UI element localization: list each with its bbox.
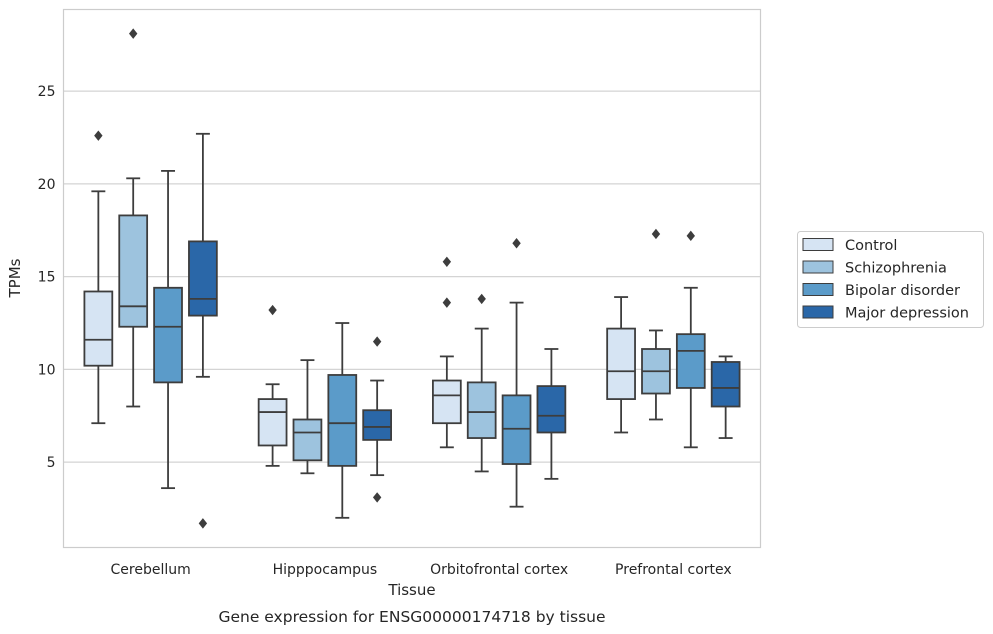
- box-major-depression: [710, 355, 741, 439]
- box-iqr: [675, 333, 706, 389]
- box-iqr: [188, 240, 218, 317]
- box-major-depression: [362, 336, 392, 503]
- box-bipolar-disorder: [153, 169, 183, 490]
- y-axis-label: TPMs: [6, 258, 24, 298]
- outlier-point: [686, 230, 695, 242]
- outlier-point: [198, 518, 208, 529]
- outlier-point: [442, 297, 452, 308]
- legend-label: Control: [845, 238, 897, 254]
- legend-swatch: [802, 305, 834, 319]
- x-axis-label: Tissue: [387, 581, 435, 599]
- legend-label: Bipolar disorder: [845, 283, 960, 299]
- outlier-point: [372, 492, 382, 503]
- box-control: [606, 296, 636, 434]
- box-schizophrenia: [641, 228, 671, 421]
- y-tick-label: 20: [38, 177, 56, 193]
- legend-swatch: [802, 238, 834, 251]
- x-tick-label: Prefrontal cortex: [615, 562, 732, 578]
- legend-frame: [797, 231, 984, 328]
- box-iqr: [292, 418, 323, 462]
- outlier-point: [477, 293, 486, 305]
- y-tick-label: 25: [38, 84, 56, 100]
- legend-label: Schizophrenia: [845, 261, 947, 277]
- box-control: [432, 256, 462, 449]
- legend-swatch: [802, 283, 834, 296]
- plot-frame: [62, 8, 762, 549]
- outlier-point: [512, 238, 521, 249]
- box-schizophrenia: [466, 293, 497, 473]
- x-tick-label: Orbitofrontal cortex: [430, 562, 568, 578]
- box-iqr: [606, 327, 636, 400]
- outlier-point: [442, 256, 452, 268]
- outlier-point: [651, 228, 661, 240]
- box-iqr: [118, 214, 149, 328]
- outlier-point: [268, 304, 277, 316]
- box-series: [83, 28, 741, 529]
- y-tick-labels: 5 10 15 20 25: [38, 84, 56, 471]
- box-control: [257, 304, 288, 467]
- y-tick-label: 15: [38, 270, 56, 286]
- box-iqr: [710, 361, 741, 408]
- box-iqr: [83, 290, 114, 367]
- x-tick-label: Cerebellum: [111, 562, 191, 578]
- y-tick-label: 10: [38, 362, 56, 378]
- box-iqr: [501, 394, 532, 465]
- box-major-depression: [188, 132, 218, 529]
- box-bipolar-disorder: [501, 238, 532, 508]
- box-control: [83, 130, 114, 425]
- outlier-point: [129, 28, 138, 39]
- box-iqr: [362, 409, 392, 441]
- legend-swatch: [802, 260, 834, 274]
- box-bipolar-disorder: [675, 230, 706, 449]
- y-tick-label: 5: [47, 455, 56, 471]
- box-iqr: [466, 381, 497, 439]
- legend: Control Schizophrenia Bipolar disorder Majo…: [797, 231, 984, 328]
- figure-caption: Gene expression for ENSG00000174718 by t…: [218, 608, 605, 626]
- box-iqr: [257, 398, 288, 447]
- box-iqr: [153, 286, 183, 384]
- box-major-depression: [536, 348, 567, 480]
- x-tick-labels: Cerebellum Hipppocampus Orbitofrontal cort…: [111, 562, 732, 578]
- outlier-point: [372, 336, 382, 347]
- box-iqr: [327, 374, 358, 467]
- x-tick-label: Hipppocampus: [273, 562, 378, 578]
- box-bipolar-disorder: [327, 322, 358, 519]
- box-iqr: [536, 385, 567, 434]
- outlier-point: [94, 130, 103, 141]
- legend-label: Major depression: [845, 306, 969, 322]
- box-schizophrenia: [118, 28, 149, 408]
- box-iqr: [432, 379, 462, 425]
- box-schizophrenia: [292, 359, 323, 475]
